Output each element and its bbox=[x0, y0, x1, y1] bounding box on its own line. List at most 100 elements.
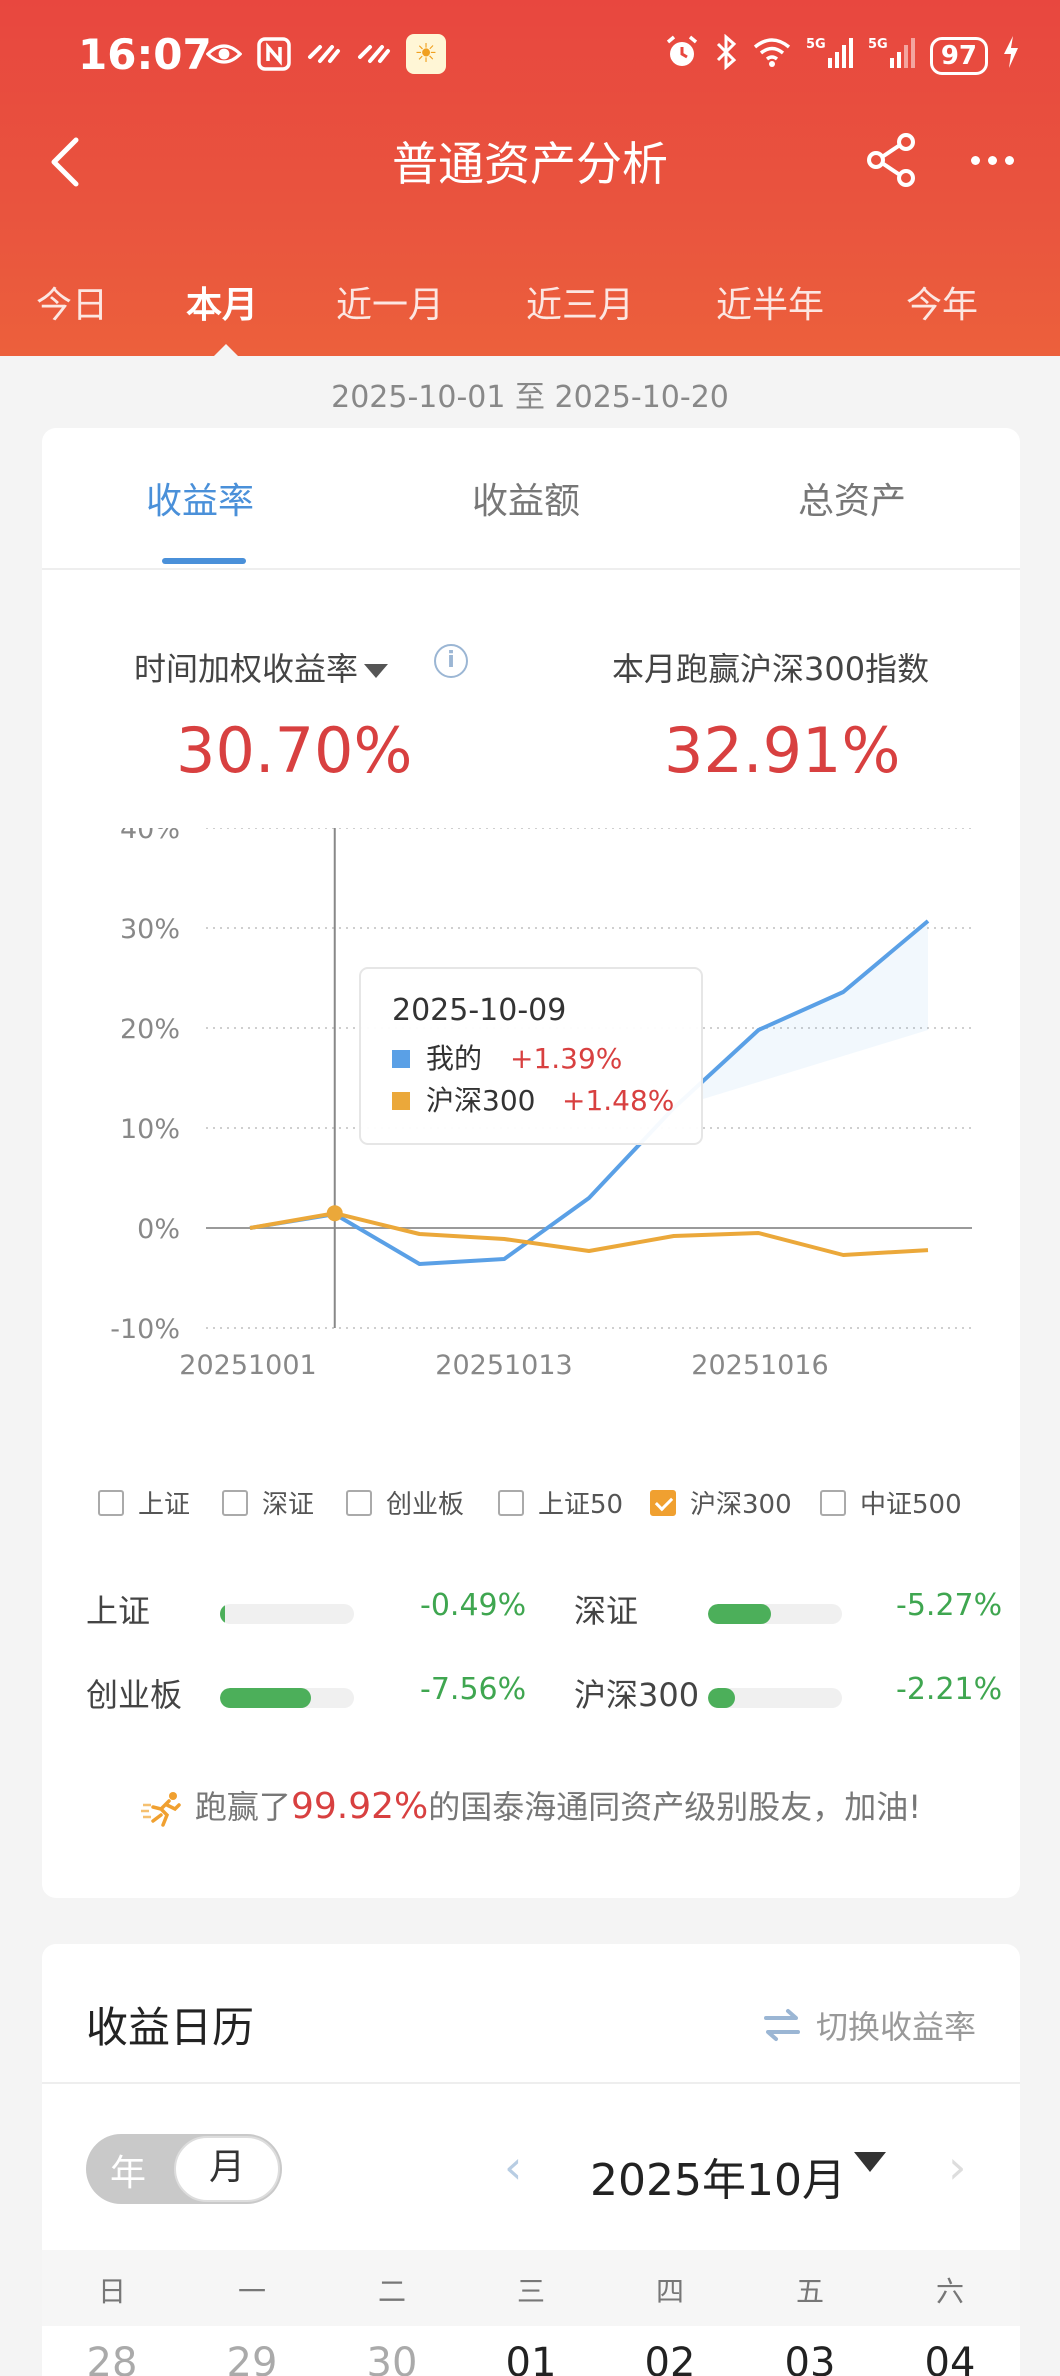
beat-percent: 99.92% bbox=[290, 1786, 429, 1827]
legend-shangzheng50[interactable]: 上证50 bbox=[498, 1484, 623, 1521]
tab-last-half-year[interactable]: 近半年 bbox=[716, 285, 825, 326]
weekday-label: 一 bbox=[237, 2275, 266, 2308]
index-hushen300: 沪深300 -2.21% bbox=[574, 1670, 1014, 1720]
calendar-day[interactable]: 02 bbox=[644, 2340, 696, 2376]
status-time: 16:07 bbox=[78, 30, 212, 79]
toggle-year[interactable]: 年 bbox=[110, 2153, 147, 2194]
switch-label: 切换收益率 bbox=[815, 2008, 976, 2046]
tab-last-three-months[interactable]: 近三月 bbox=[526, 285, 635, 326]
return-line-chart[interactable]: 40% 30% 20% 10% 0% -10% 20251001 20251013 202510… bbox=[42, 828, 1020, 1388]
legend-label: 深证 bbox=[262, 1490, 315, 1520]
checkbox[interactable] bbox=[498, 1489, 524, 1516]
next-month-button[interactable]: › bbox=[948, 2140, 967, 2194]
signal-5g-icon-2: 5G bbox=[868, 34, 916, 77]
legend-label: 上证50 bbox=[538, 1490, 624, 1520]
tab-return-amount[interactable]: 收益额 bbox=[472, 481, 581, 522]
y-tick-label: 0% bbox=[137, 1214, 180, 1245]
more-dot-icon bbox=[1004, 155, 1014, 165]
signal-5g-icon: 5G bbox=[806, 34, 854, 77]
checkbox[interactable] bbox=[98, 1489, 124, 1516]
weekday-header: 日 一 二 三 四 五 六 bbox=[42, 2250, 1020, 2326]
bluetooth-icon bbox=[714, 33, 738, 77]
calendar-day[interactable]: 30 bbox=[366, 2340, 418, 2376]
tab-today[interactable]: 今日 bbox=[36, 285, 109, 326]
y-tick-label: 10% bbox=[120, 1114, 180, 1145]
index-value: -2.21% bbox=[896, 1672, 1003, 1707]
legend-chuangyeban[interactable]: 创业板 bbox=[346, 1484, 464, 1521]
share-button[interactable] bbox=[862, 130, 922, 190]
legend-zhongzheng500[interactable]: 中证500 bbox=[820, 1484, 962, 1521]
checkbox[interactable] bbox=[222, 1489, 248, 1516]
checkbox[interactable] bbox=[346, 1489, 372, 1516]
series-area bbox=[673, 921, 928, 1108]
more-button[interactable] bbox=[962, 140, 1022, 180]
running-man-icon bbox=[140, 1792, 181, 1827]
compare-legend: 上证 深证 创业板 上证50 沪深300 中证500 bbox=[98, 1484, 998, 1524]
calendar-day[interactable]: 01 bbox=[505, 2340, 557, 2376]
tooltip-swatch bbox=[392, 1050, 410, 1068]
swap-arrows-icon bbox=[763, 2009, 800, 2041]
content-tabs: 收益率 收益额 总资产 bbox=[42, 428, 1020, 570]
year-month-toggle[interactable]: 年 月 bbox=[86, 2134, 282, 2204]
tooltip-series-value: +1.48% bbox=[562, 1084, 674, 1117]
return-type-selector[interactable]: 时间加权收益率 bbox=[134, 644, 389, 690]
beat-suffix: 的国泰海通同资产级别股友，加油! bbox=[428, 1788, 922, 1826]
index-chuangyeban: 创业板 -7.56% bbox=[86, 1670, 546, 1720]
index-bar-fill bbox=[708, 1604, 771, 1624]
page-title: 普通资产分析 bbox=[392, 137, 668, 191]
tab-this-month[interactable]: 本月 bbox=[186, 285, 259, 326]
weekday-label: 四 bbox=[655, 2275, 684, 2308]
status-right-icons: 5G 5G 97 bbox=[664, 33, 1020, 77]
index-value: -7.56% bbox=[420, 1672, 527, 1707]
svg-text:5G: 5G bbox=[806, 37, 826, 52]
beat-prefix: 跑赢了 bbox=[194, 1788, 291, 1826]
month-dropdown-icon[interactable] bbox=[854, 2152, 886, 2172]
prev-month-button[interactable]: ‹ bbox=[504, 2140, 523, 2194]
link-icon-2 bbox=[356, 36, 392, 72]
legend-label: 沪深300 bbox=[690, 1490, 792, 1520]
calendar-title: 收益日历 bbox=[86, 2003, 255, 2052]
weekday-label: 二 bbox=[377, 2275, 406, 2308]
y-tick-label: 20% bbox=[120, 1014, 180, 1045]
status-bar: 16:07 ☀ bbox=[0, 0, 1060, 110]
battery-indicator: 97 bbox=[929, 36, 988, 75]
y-tick-label: 30% bbox=[120, 914, 180, 945]
tab-return-rate[interactable]: 收益率 bbox=[146, 481, 255, 522]
tab-last-month[interactable]: 近一月 bbox=[336, 285, 445, 326]
active-tab-indicator bbox=[162, 558, 246, 564]
legend-shenzheng[interactable]: 深证 bbox=[222, 1484, 314, 1521]
weekday-label: 六 bbox=[935, 2275, 964, 2308]
legend-shangzheng[interactable]: 上证 bbox=[98, 1484, 190, 1521]
info-icon[interactable]: i bbox=[434, 644, 468, 678]
calendar-day[interactable]: 04 bbox=[924, 2340, 976, 2376]
dropdown-triangle-icon bbox=[364, 664, 389, 678]
return-type-label: 时间加权收益率 bbox=[134, 650, 359, 688]
tab-total-assets[interactable]: 总资产 bbox=[798, 481, 907, 522]
checkbox[interactable] bbox=[650, 1489, 676, 1516]
tooltip-box bbox=[359, 967, 703, 1145]
back-arrow-icon bbox=[51, 137, 79, 187]
more-dot-icon bbox=[970, 155, 980, 165]
tooltip-swatch bbox=[392, 1092, 410, 1110]
index-name: 深证 bbox=[574, 1592, 639, 1630]
period-tabs: 今日 本月 近一月 近三月 近半年 今年 bbox=[0, 262, 1060, 357]
calendar-day[interactable]: 28 bbox=[86, 2340, 138, 2376]
index-name: 上证 bbox=[86, 1592, 151, 1630]
return-analysis-card: 收益率 收益额 总资产 时间加权收益率 i 本月跑赢沪深300指数 30.70%… bbox=[42, 428, 1020, 1898]
calendar-day[interactable]: 03 bbox=[784, 2340, 836, 2376]
nfc-icon bbox=[256, 36, 292, 72]
calendar-day[interactable]: 29 bbox=[226, 2340, 278, 2376]
tooltip-series-value: +1.39% bbox=[510, 1042, 622, 1075]
charging-icon bbox=[1002, 35, 1020, 76]
checkbox[interactable] bbox=[820, 1489, 846, 1516]
x-tick-label: 20251013 bbox=[435, 1350, 572, 1381]
legend-hushen300[interactable]: 沪深300 bbox=[650, 1484, 792, 1521]
month-label[interactable]: 2025年10月 bbox=[590, 2155, 846, 2206]
weekday-label: 五 bbox=[795, 2275, 824, 2308]
toggle-month[interactable]: 月 bbox=[174, 2136, 280, 2202]
tab-this-year[interactable]: 今年 bbox=[906, 285, 979, 326]
index-bar bbox=[220, 1604, 354, 1624]
switch-return-rate-button[interactable]: 切换收益率 bbox=[762, 2002, 976, 2048]
back-button[interactable] bbox=[38, 132, 98, 192]
x-tick-label: 20251016 bbox=[691, 1350, 828, 1381]
